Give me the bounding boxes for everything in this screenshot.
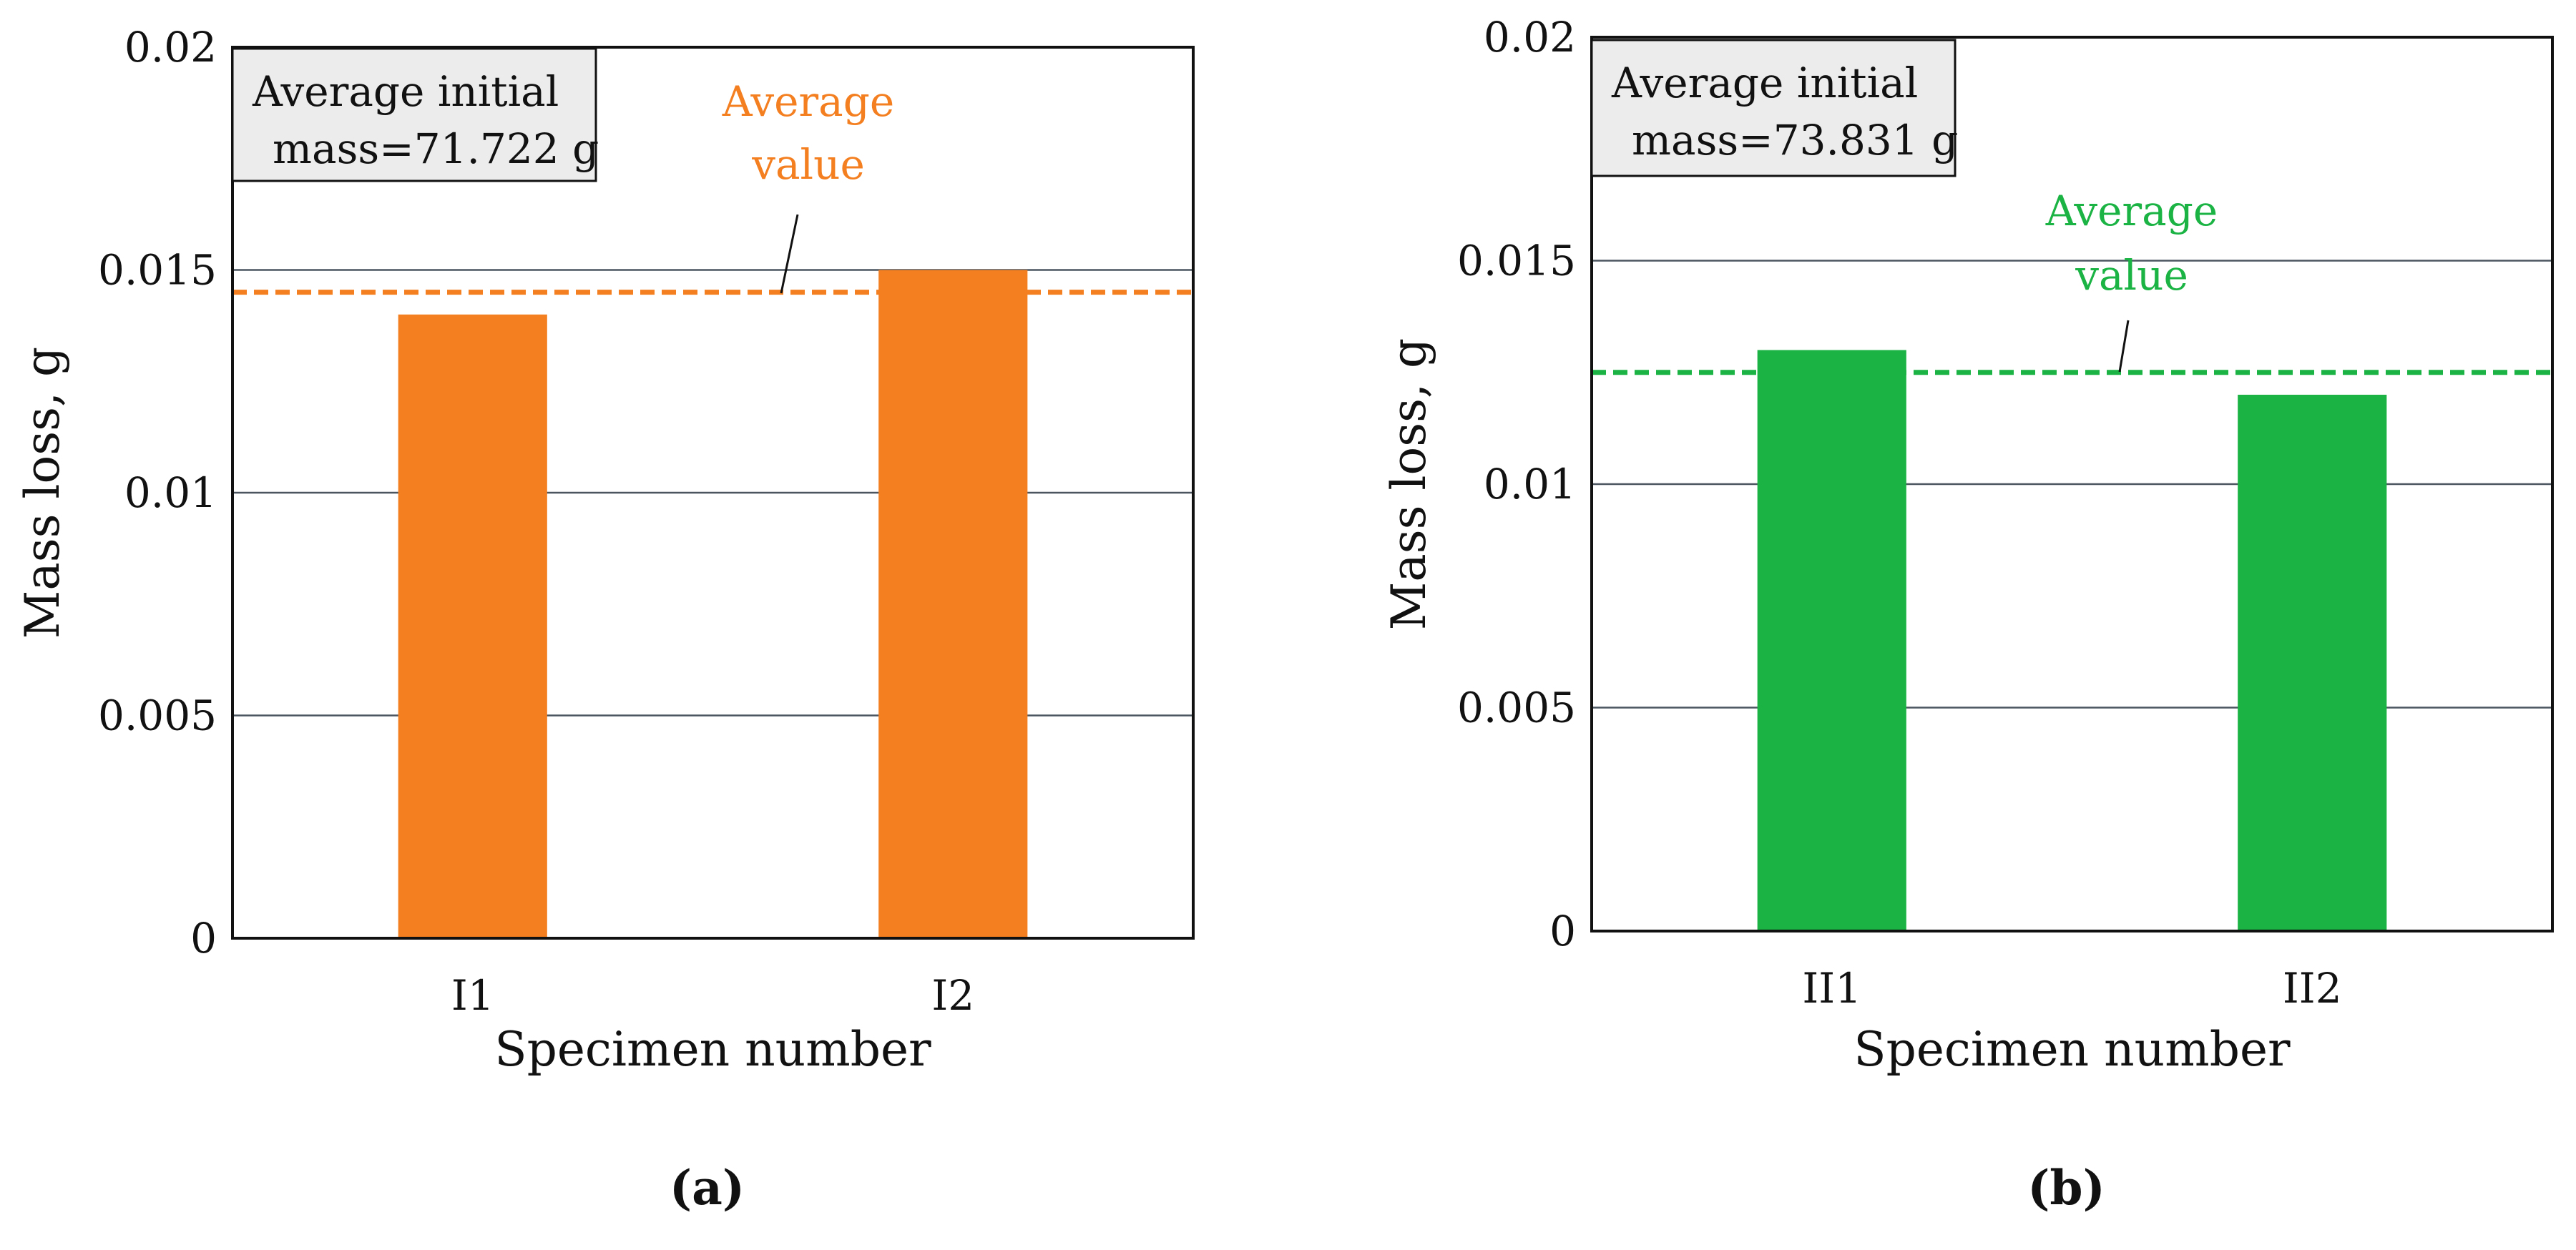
plot-frame <box>231 46 1195 940</box>
y-tick-label: 0.015 <box>98 246 217 295</box>
info-box-line1: Average initial <box>252 67 559 116</box>
average-leader-line <box>780 214 799 294</box>
y-tick-label: 0 <box>1549 907 1576 955</box>
y-tick-label: 0.02 <box>124 23 217 72</box>
bar-ii1 <box>1757 350 1906 931</box>
y-tick-label: 0.02 <box>1484 13 1576 61</box>
info-box-line1: Average initial <box>1611 59 1918 107</box>
average-label-line2: value <box>2075 251 2188 300</box>
info-box-line2: mass=71.722 g <box>273 124 599 173</box>
x-axis-label: Specimen number <box>1853 1022 2291 1077</box>
panel-label: (a) <box>670 1160 745 1216</box>
panel-b: II1 II2 Average value Average initial mass=73… <box>1381 13 2554 1216</box>
y-tick-label: 0.005 <box>1457 684 1576 732</box>
panel-label: (b) <box>2027 1160 2105 1216</box>
y-tick-label: 0.01 <box>1484 460 1576 508</box>
y-axis-label: Mass loss, g <box>15 347 70 639</box>
info-box-line2: mass=73.831 g <box>1632 116 1958 164</box>
y-tick-label: 0.005 <box>98 692 217 740</box>
y-axis-label: Mass loss, g <box>1381 338 1436 630</box>
y-tick-label: 0.01 <box>124 468 217 517</box>
average-label-line1: Average <box>722 77 894 126</box>
average-label-line1: Average <box>2045 187 2218 235</box>
x-tick-label: I1 <box>451 971 494 1020</box>
x-tick-label: II1 <box>1802 964 1861 1013</box>
info-box <box>231 47 597 182</box>
bar-ii2 <box>2238 395 2387 931</box>
info-box <box>1590 39 1957 177</box>
average-label-line2: value <box>751 140 865 189</box>
y-tick-label: 0.015 <box>1457 237 1576 285</box>
bar-i1 <box>398 314 547 938</box>
average-leader-line <box>2118 320 2130 373</box>
panel-a: I1 I2 Average value Average initial mass=71.7… <box>15 23 1195 1216</box>
x-tick-label: II2 <box>2283 964 2342 1013</box>
plot-frame <box>1590 36 2554 932</box>
bar-i2 <box>878 270 1028 938</box>
x-axis-label: Specimen number <box>494 1022 931 1077</box>
y-tick-label: 0 <box>190 914 217 963</box>
x-tick-label: I2 <box>931 971 974 1020</box>
